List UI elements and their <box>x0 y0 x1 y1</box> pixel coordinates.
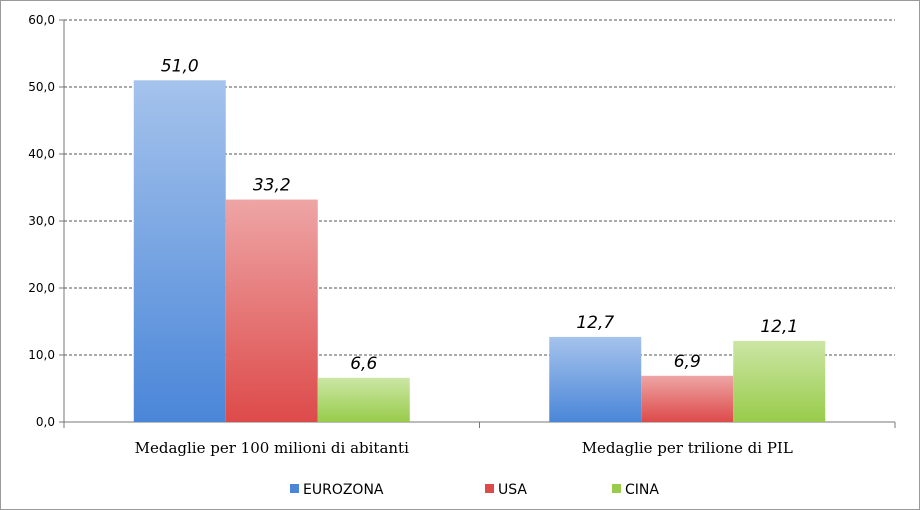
bars <box>133 80 826 423</box>
legend-swatch-usa <box>485 484 494 493</box>
legend-swatch-cina <box>612 484 621 493</box>
y-tick-label: 30,0 <box>28 214 55 228</box>
legend-label-cina: CINA <box>625 482 659 498</box>
bar-cina <box>317 377 410 422</box>
data-labels: 51,0 33,2 6,6 12,7 6,9 12,1 <box>161 56 798 373</box>
legend: EUROZONA USA CINA <box>290 482 659 498</box>
y-tick-label: 60,0 <box>28 13 55 27</box>
bar-eurozona <box>133 80 226 423</box>
bar-usa <box>225 199 318 422</box>
data-label: 51,0 <box>161 56 199 76</box>
y-tick-label: 20,0 <box>28 281 55 295</box>
data-label: 6,6 <box>350 354 377 374</box>
legend-label-eurozona: EUROZONA <box>303 482 384 498</box>
bar-usa <box>641 375 734 422</box>
x-category-label: Medaglie per trilione di PIL <box>582 439 793 457</box>
bar-cina <box>733 340 826 422</box>
y-tick-label: 0,0 <box>36 415 55 429</box>
data-label: 33,2 <box>253 176 291 196</box>
data-label: 6,9 <box>674 352 701 372</box>
y-tick-label: 10,0 <box>28 348 55 362</box>
legend-label-usa: USA <box>498 482 527 498</box>
data-label: 12,7 <box>576 313 614 333</box>
bar-eurozona <box>549 336 642 422</box>
y-tick-label: 50,0 <box>28 80 55 94</box>
legend-swatch-eurozona <box>290 484 299 493</box>
y-tick-label: 40,0 <box>28 147 55 161</box>
x-category-label: Medaglie per 100 milioni di abitanti <box>135 439 409 457</box>
data-label: 12,1 <box>760 317 798 337</box>
